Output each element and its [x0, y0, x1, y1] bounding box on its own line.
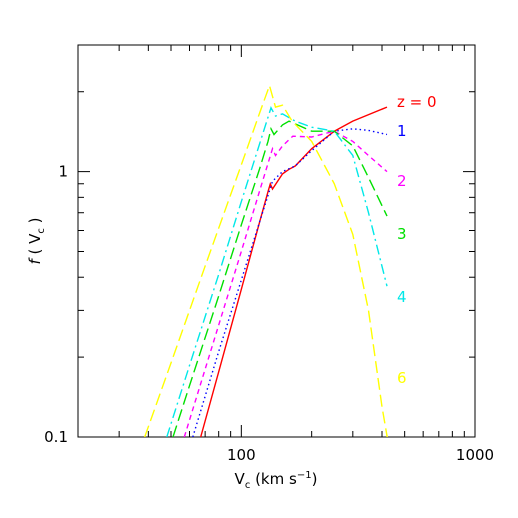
y-label-part: ( V [26, 233, 44, 259]
y-tick-label: 1 [58, 163, 68, 181]
plot-frame [77, 44, 476, 438]
series-label: 4 [397, 288, 407, 306]
series-label: z = 0 [397, 93, 437, 111]
x-tick-label: 1000 [456, 446, 494, 464]
x-label-sup: −1 [297, 470, 312, 481]
y-label-part: ) [26, 217, 44, 228]
series-label: 2 [397, 172, 407, 190]
y-tick-label: 0.1 [44, 428, 68, 446]
x-label-part: ) [312, 470, 318, 488]
series-line [183, 130, 388, 437]
series-label: 1 [397, 122, 407, 140]
y-axis-label: f ( Vc ) [26, 217, 47, 264]
x-label-part: V [235, 470, 246, 488]
series-label: 6 [397, 369, 407, 387]
x-label-part: (km s [250, 470, 297, 488]
x-axis-label: Vc (km s−1) [235, 470, 318, 491]
series-line [172, 120, 388, 437]
y-label-part: f [26, 257, 44, 265]
series-line [144, 83, 388, 437]
y-label-sub: c [36, 228, 47, 234]
series-line [200, 106, 388, 437]
curves [144, 83, 388, 437]
series-line [166, 106, 388, 437]
series-line [192, 128, 388, 437]
x-label-sub: c [245, 480, 251, 491]
x-tick-label: 100 [227, 446, 256, 464]
series-label: 3 [397, 225, 407, 243]
